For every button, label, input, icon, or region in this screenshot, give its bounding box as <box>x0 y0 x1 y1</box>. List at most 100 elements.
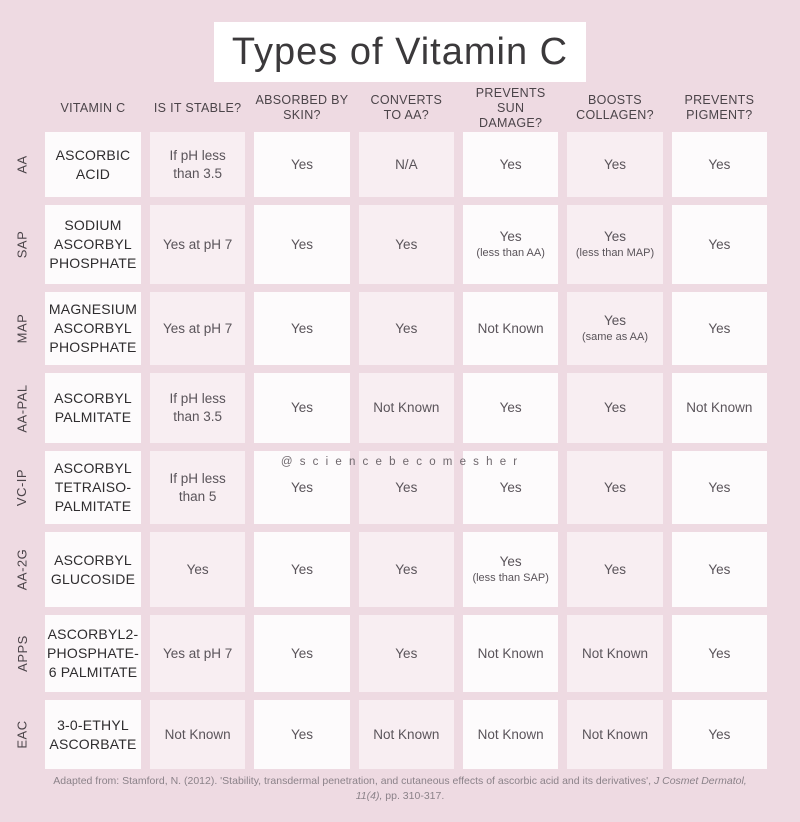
cell-value: Yes at pH 7 <box>162 645 233 661</box>
cell-note: (less than MAP) <box>575 246 655 259</box>
cell-value: Yes <box>708 645 731 661</box>
cell-value: Yes <box>290 645 313 661</box>
cell-value: Not Known <box>581 726 649 742</box>
cell-value: Yes <box>290 320 313 336</box>
value-cell: Yes <box>358 451 454 524</box>
cell-value: Yes at pH 7 <box>162 320 233 336</box>
column-header-vitamin-c: VITAMIN C <box>60 100 126 115</box>
citation: Adapted from: Stamford, N. (2012). 'Stab… <box>49 774 751 803</box>
page-title: Types of Vitamin C <box>231 30 569 73</box>
vitamin-name-cell: MAGNESIUM ASCORBYL PHOSPHATE <box>45 292 141 365</box>
cell-value: Yes <box>395 320 418 336</box>
value-cell: Yes <box>358 532 454 607</box>
value-cell: Yes <box>462 451 559 524</box>
value-cell: If pH less than 3.5 <box>149 132 246 197</box>
cell-value: Not Known <box>581 645 649 661</box>
cell-value: Not Known <box>686 400 753 416</box>
value-cell: If pH less than 5 <box>149 451 246 524</box>
cell-value: Yes <box>290 400 313 416</box>
cell-value: Yes at pH 7 <box>162 236 233 252</box>
vitamin-name: ASCORBYL2- PHOSPHATE- 6 PALMITATE <box>47 626 139 680</box>
value-cell: Yes (same as AA) <box>567 292 663 365</box>
value-cell: Yes <box>358 615 454 692</box>
column-header-prevents-pigment: PREVENTS PIGMENT? <box>684 93 755 122</box>
value-cell: Yes <box>254 205 350 284</box>
vitamin-name-cell: ASCORBYL TETRAISO- PALMITATE <box>45 451 141 524</box>
cell-value: Yes <box>290 479 313 495</box>
cell-value: Not Known <box>373 726 440 742</box>
row-code-eac: EAC <box>8 700 36 769</box>
cell-value: Yes <box>499 479 522 495</box>
vitamin-name: ASCORBYL PALMITATE <box>54 390 132 425</box>
value-cell: Yes <box>254 292 350 365</box>
cell-value: Yes <box>708 561 731 577</box>
value-cell: Yes at pH 7 <box>149 205 246 284</box>
value-cell: Yes <box>254 132 350 197</box>
cell-value: Yes <box>290 726 313 742</box>
cell-value: Not Known <box>373 400 440 416</box>
value-cell: Not Known <box>462 292 559 365</box>
cell-value: Yes <box>603 229 626 245</box>
row-code-aa-2g: AA-2G <box>8 532 36 607</box>
value-cell: Not Known <box>462 700 559 769</box>
value-cell: Yes <box>671 700 767 769</box>
value-cell: Yes <box>671 292 767 365</box>
vitamin-name-cell: SODIUM ASCORBYL PHOSPHATE <box>45 205 141 284</box>
column-header-converts-to-aa: CONVERTS TO AA? <box>370 93 443 122</box>
citation-pages: pp. 310-317. <box>382 789 445 802</box>
value-cell: N/A <box>358 132 454 197</box>
value-cell: Yes <box>254 532 350 607</box>
cell-value: Yes <box>708 236 731 252</box>
value-cell: Yes <box>567 451 663 524</box>
column-header-prevents-sun-damage: PREVENTS SUN DAMAGE? <box>475 85 546 130</box>
row-code-label: AA-PAL <box>14 383 30 433</box>
value-cell: Yes <box>567 373 663 443</box>
value-cell: Yes <box>671 615 767 692</box>
vitamin-name: SODIUM ASCORBYL PHOSPHATE <box>49 217 137 271</box>
cell-value: Yes <box>603 313 626 329</box>
cell-value: If pH less than 3.5 <box>169 147 226 181</box>
value-cell: Yes at pH 7 <box>149 292 246 365</box>
cell-value: N/A <box>395 156 418 172</box>
value-cell: Not Known <box>462 615 559 692</box>
value-cell: Yes <box>671 132 767 197</box>
value-cell: Not Known <box>149 700 246 769</box>
citation-journal: J Cosmet Dermatol, 11(4), <box>355 775 747 802</box>
value-cell: Yes <box>254 700 350 769</box>
value-cell: Yes <box>358 292 454 365</box>
value-cell: Yes <box>254 451 350 524</box>
vitamin-name: ASCORBIC ACID <box>55 146 131 182</box>
cell-value: Yes <box>290 236 313 252</box>
value-cell: Yes <box>254 615 350 692</box>
row-code-apps: APPS <box>8 615 36 692</box>
row-code-label: APPS <box>14 635 30 672</box>
cell-value: Not Known <box>477 320 544 336</box>
value-cell: Yes <box>462 373 559 443</box>
cell-note: (less than SAP) <box>472 571 549 584</box>
cell-value: Yes <box>499 156 522 172</box>
value-cell: If pH less than 3.5 <box>149 373 246 443</box>
vitamin-name: ASCORBYL GLUCOSIDE <box>50 551 136 587</box>
cell-value: If pH less than 5 <box>169 470 226 504</box>
row-code-label: EAC <box>14 720 30 749</box>
cell-value: Yes <box>708 479 731 495</box>
value-cell: Yes <box>671 205 767 284</box>
value-cell: Yes (less than AA) <box>462 205 559 284</box>
cell-value: Not Known <box>477 645 544 661</box>
cell-value: Yes <box>708 726 731 742</box>
cell-value: Yes <box>708 156 731 172</box>
cell-value: Yes <box>603 479 626 495</box>
cell-value: Yes <box>708 320 731 336</box>
vitamin-name: ASCORBYL TETRAISO- PALMITATE <box>54 460 132 514</box>
row-code-map: MAP <box>8 292 36 365</box>
cell-value: Yes <box>186 561 209 577</box>
cell-value: Not Known <box>164 726 231 742</box>
vitamin-c-table: VITAMIN C IS IT STABLE? ABSORBED BY SKIN… <box>8 85 767 769</box>
value-cell: Yes <box>254 373 350 443</box>
value-cell: Not Known <box>358 373 454 443</box>
cell-value: If pH less than 3.5 <box>169 391 226 424</box>
vitamin-name-cell: ASCORBIC ACID <box>45 132 141 197</box>
cell-value: Not Known <box>477 726 544 742</box>
row-code-label: MAP <box>14 313 30 344</box>
value-cell: Yes <box>567 532 663 607</box>
